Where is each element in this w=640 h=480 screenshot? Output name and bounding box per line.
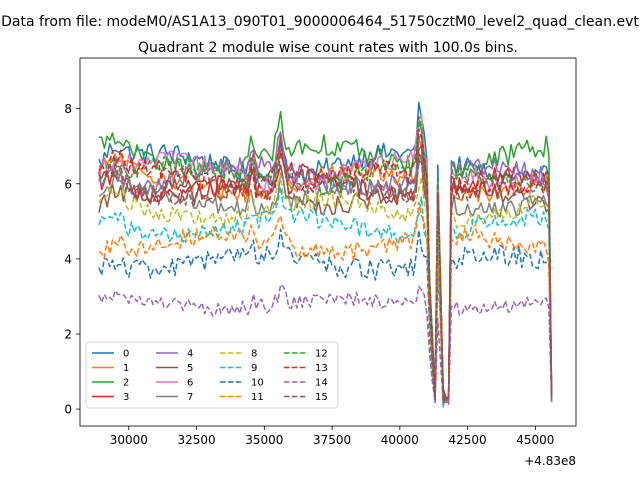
legend-label: 7 bbox=[187, 392, 193, 403]
x-tick-label: 30000 bbox=[110, 433, 148, 447]
series-line-12 bbox=[98, 115, 553, 404]
series-line-11 bbox=[98, 201, 553, 403]
series-line-2 bbox=[98, 110, 553, 404]
legend-label: 10 bbox=[251, 378, 264, 389]
series-layer bbox=[98, 101, 553, 408]
legend-label: 3 bbox=[123, 392, 129, 403]
x-tick-label: 37500 bbox=[313, 433, 351, 447]
legend-label: 5 bbox=[187, 363, 193, 374]
legend-label: 8 bbox=[251, 349, 257, 360]
legend-label: 0 bbox=[123, 349, 129, 360]
x-tick-label: 32500 bbox=[177, 433, 215, 447]
legend-label: 9 bbox=[251, 363, 257, 374]
series-line-15 bbox=[98, 139, 553, 404]
series-line-10 bbox=[98, 228, 553, 404]
legend-label: 15 bbox=[315, 392, 328, 403]
x-tick-label: 35000 bbox=[245, 433, 283, 447]
chart-title: Quadrant 2 module wise count rates with … bbox=[138, 40, 518, 56]
y-tick-label: 0 bbox=[64, 403, 72, 417]
x-tick-label: 42500 bbox=[448, 433, 486, 447]
plot-frame bbox=[79, 57, 577, 427]
series-line-8 bbox=[98, 174, 553, 402]
legend-label: 12 bbox=[315, 349, 328, 360]
series-line-9 bbox=[98, 186, 553, 408]
y-tick-label: 2 bbox=[64, 328, 72, 342]
x-offset-label: +4.83e8 bbox=[524, 454, 576, 468]
legend-label: 14 bbox=[315, 378, 328, 389]
legend-label: 2 bbox=[123, 378, 129, 389]
y-axis: 0 2 4 6 8 bbox=[64, 102, 80, 417]
legend-label: 13 bbox=[315, 363, 328, 374]
legend-box bbox=[85, 341, 339, 409]
y-tick-label: 8 bbox=[64, 102, 72, 116]
x-axis: 30000 32500 35000 37500 40000 42500 45000 bbox=[110, 426, 554, 447]
y-tick-label: 6 bbox=[64, 177, 72, 191]
legend-label: 4 bbox=[187, 349, 193, 360]
figure-suptitle: Data from file: modeM0/AS1A13_090T01_900… bbox=[1, 14, 639, 30]
x-tick-label: 40000 bbox=[381, 433, 419, 447]
legend-label: 11 bbox=[251, 392, 264, 403]
series-line-4 bbox=[98, 131, 553, 400]
series-line-6 bbox=[98, 113, 553, 407]
legend-label: 1 bbox=[123, 363, 129, 374]
y-tick-label: 4 bbox=[64, 252, 72, 266]
series-line-14 bbox=[98, 283, 553, 406]
x-tick-label: 45000 bbox=[516, 433, 554, 447]
legend-label: 6 bbox=[187, 378, 193, 389]
